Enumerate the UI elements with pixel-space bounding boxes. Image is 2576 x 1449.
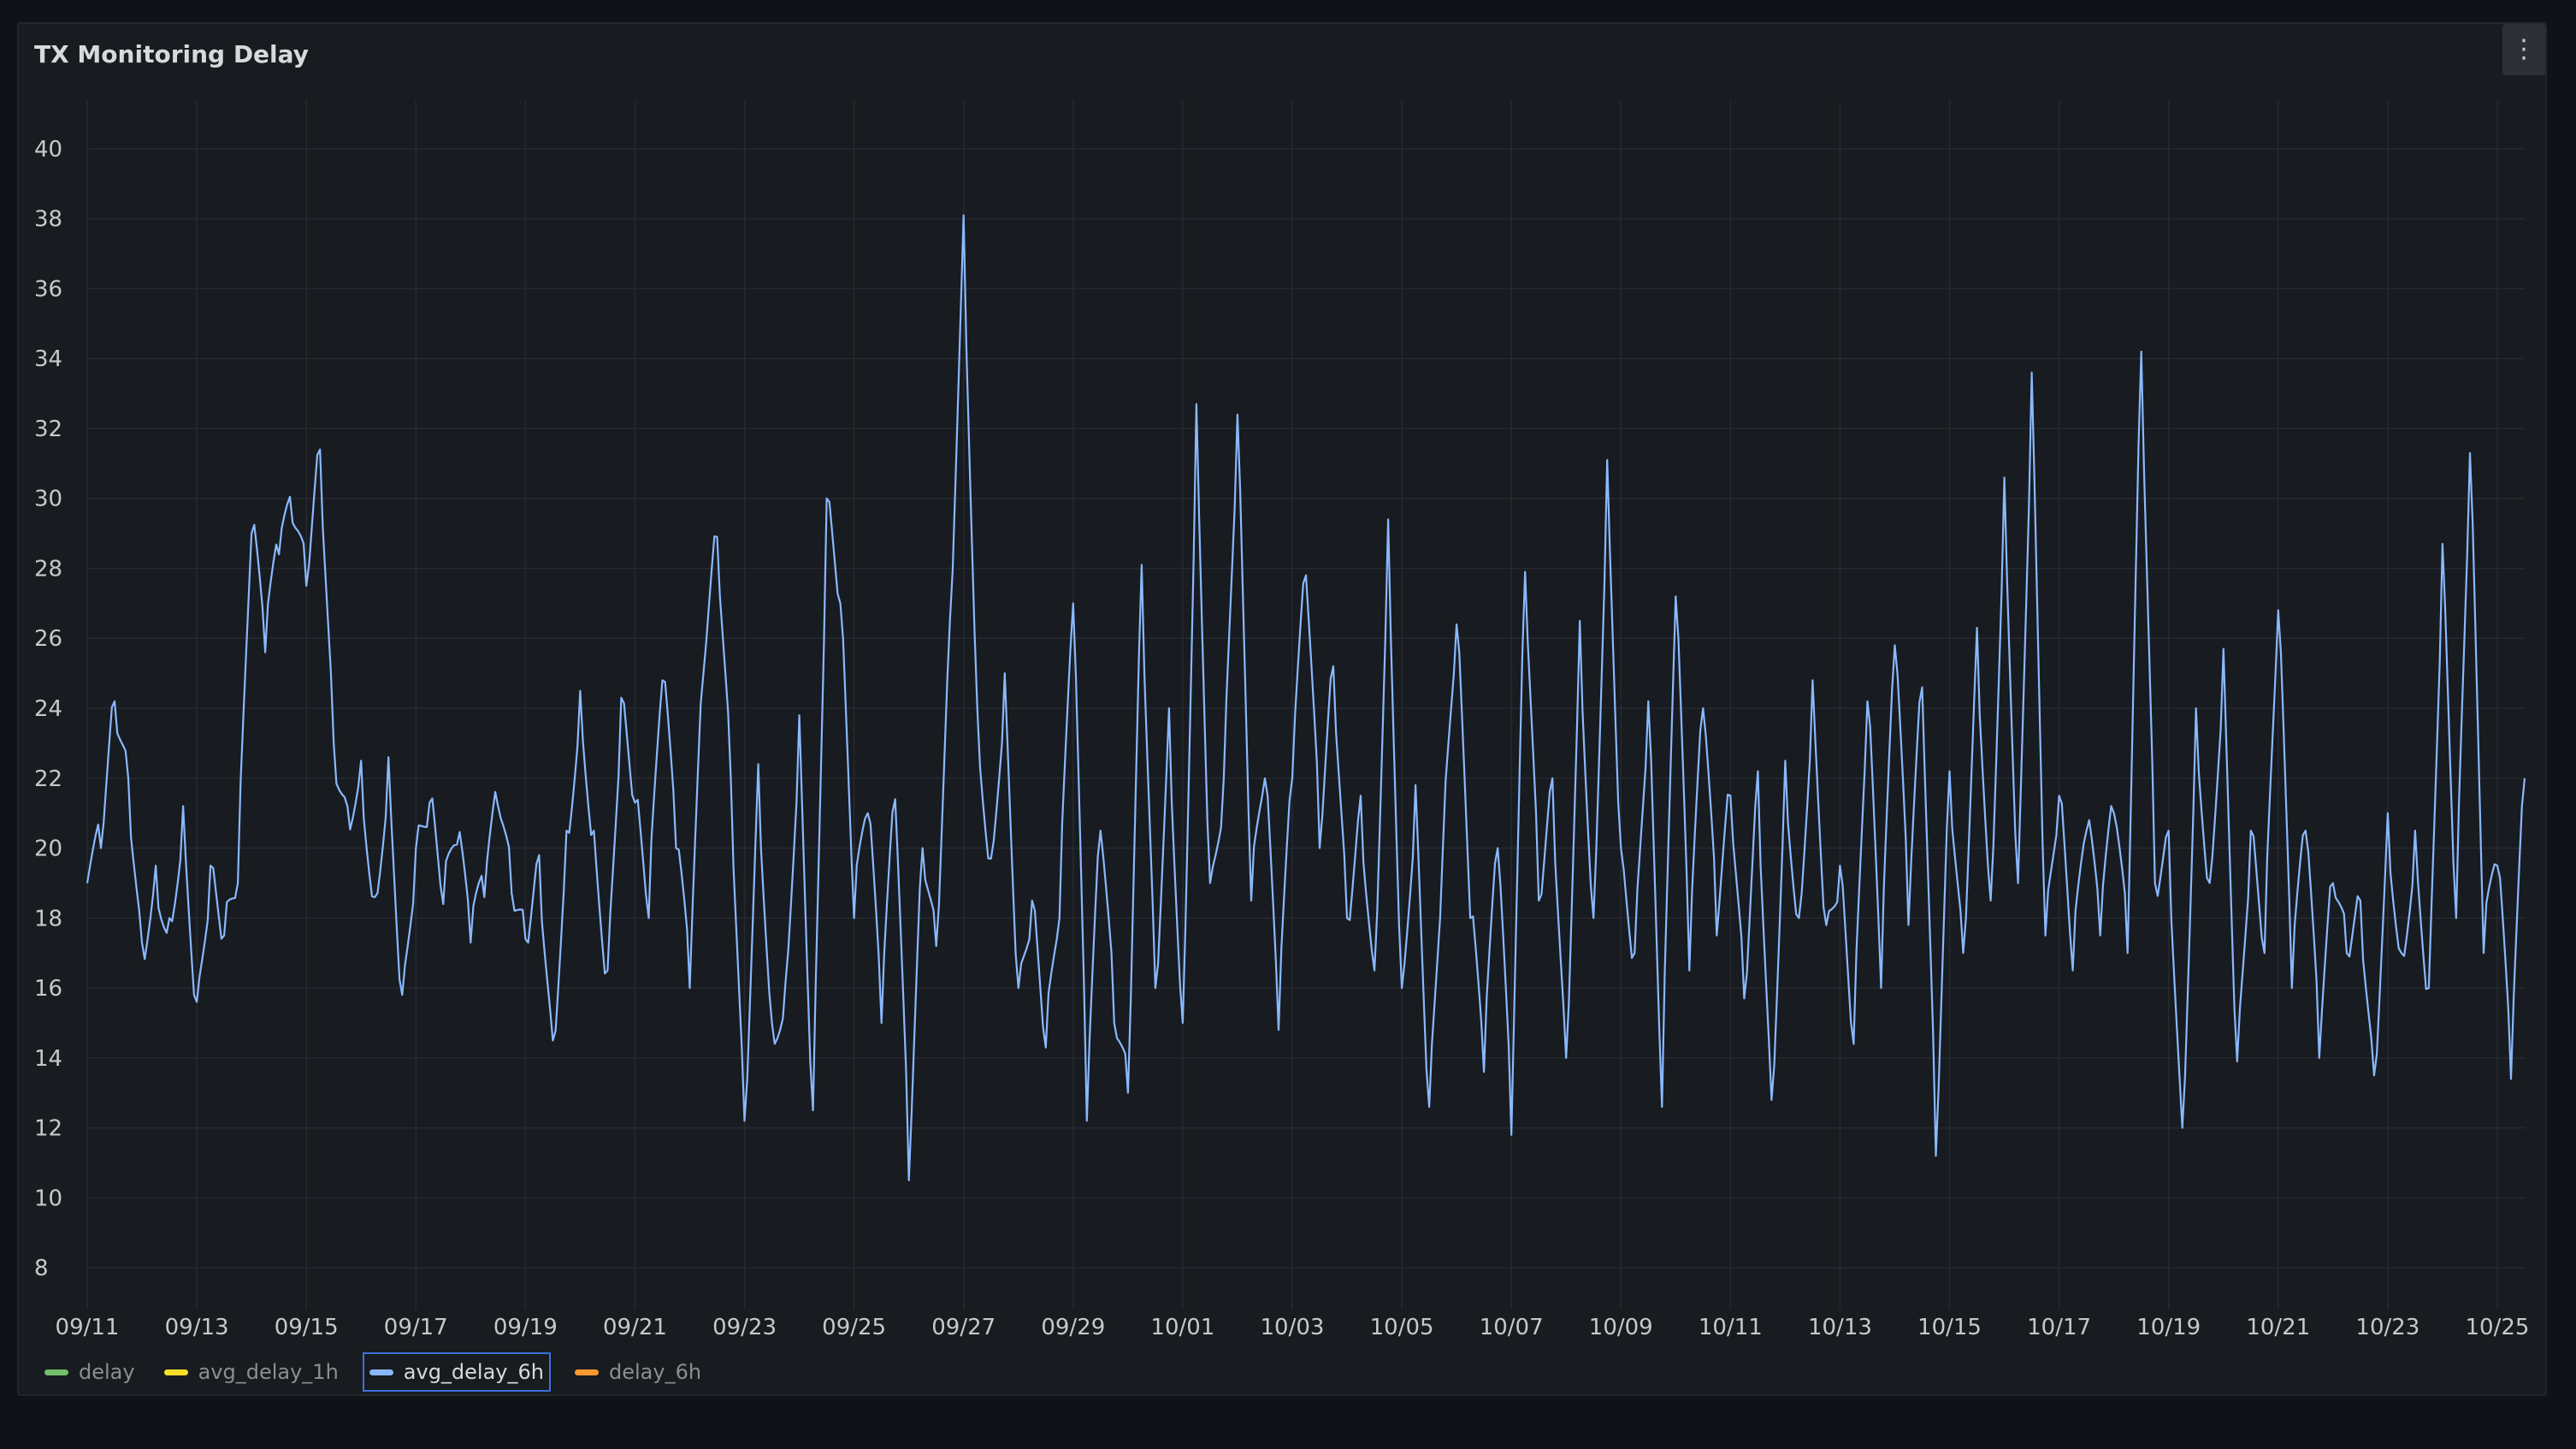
x-tick-label: 10/03 <box>1261 1315 1325 1340</box>
y-tick-label: 40 <box>34 137 62 163</box>
y-tick-label: 38 <box>34 207 62 233</box>
panel-title: TX Monitoring Delay <box>34 40 309 68</box>
legend-label: avg_delay_1h <box>198 1360 339 1384</box>
y-tick-label: 8 <box>34 1256 49 1281</box>
x-tick-label: 10/01 <box>1150 1315 1214 1340</box>
x-tick-label: 10/07 <box>1480 1315 1544 1340</box>
legend-label: avg_delay_6h <box>403 1360 544 1384</box>
legend-swatch <box>574 1369 599 1375</box>
legend-item-delay[interactable]: delay <box>39 1352 140 1392</box>
legend-swatch <box>44 1369 68 1375</box>
x-tick-label: 09/19 <box>493 1315 558 1340</box>
legend-swatch <box>163 1369 188 1375</box>
x-tick-label: 09/23 <box>712 1315 777 1340</box>
legend: delay avg_delay_1h avg_delay_6h delay_6h <box>39 1350 725 1394</box>
legend-label: delay_6h <box>608 1360 702 1384</box>
chart-panel: TX Monitoring Delay ⋮ 8 10 12 14 16 18 20 22 24 2… <box>17 22 2547 1396</box>
x-tick-label: 10/13 <box>1808 1315 1872 1340</box>
x-tick-label: 10/21 <box>2246 1315 2310 1340</box>
y-tick-label: 24 <box>34 696 62 722</box>
x-tick-label: 10/25 <box>2466 1315 2530 1340</box>
x-tick-label: 10/17 <box>2027 1315 2091 1340</box>
y-tick-label: 16 <box>34 976 62 1002</box>
y-tick-label: 10 <box>34 1186 62 1211</box>
y-tick-label: 20 <box>34 837 62 862</box>
panel-menu-button[interactable]: ⋮ <box>2502 24 2545 75</box>
x-tick-label: 09/29 <box>1041 1315 1105 1340</box>
x-tick-label: 10/15 <box>1917 1315 1982 1340</box>
y-tick-label: 34 <box>34 346 62 372</box>
y-tick-label: 28 <box>34 556 62 582</box>
legend-item-delay_6h[interactable]: delay_6h <box>570 1352 706 1392</box>
y-tick-label: 14 <box>34 1046 62 1072</box>
y-tick-label: 22 <box>34 766 62 792</box>
x-tick-label: 10/11 <box>1699 1315 1763 1340</box>
y-tick-label: 12 <box>34 1116 62 1142</box>
x-tick-label: 09/25 <box>822 1315 886 1340</box>
x-tick-label: 10/23 <box>2355 1315 2419 1340</box>
y-tick-label: 30 <box>34 487 62 512</box>
line-chart[interactable]: 8 10 12 14 16 18 20 22 24 26 28 30 32 34 36 38 40 09/11 09… <box>19 24 2545 1341</box>
x-tick-label: 10/05 <box>1370 1315 1434 1340</box>
x-tick-label: 09/21 <box>603 1315 667 1340</box>
legend-label: delay <box>79 1360 135 1384</box>
x-tick-label: 10/19 <box>2136 1315 2201 1340</box>
y-tick-label: 26 <box>34 626 62 652</box>
legend-item-avg_delay_6h[interactable]: avg_delay_6h <box>362 1352 551 1392</box>
series-line-avg_delay_6h[interactable] <box>86 214 2526 1181</box>
legend-swatch <box>369 1369 393 1375</box>
vertical-dots-icon: ⋮ <box>2511 34 2537 64</box>
x-tick-label: 09/27 <box>931 1315 996 1340</box>
x-tick-label: 09/13 <box>165 1315 229 1340</box>
y-tick-label: 32 <box>34 417 62 442</box>
y-tick-label: 18 <box>34 906 62 932</box>
x-tick-label: 10/09 <box>1589 1315 1653 1340</box>
x-tick-label: 09/11 <box>56 1315 120 1340</box>
legend-item-avg_delay_1h[interactable]: avg_delay_1h <box>159 1352 344 1392</box>
x-tick-label: 09/15 <box>275 1315 339 1340</box>
x-tick-label: 09/17 <box>384 1315 448 1340</box>
y-tick-label: 36 <box>34 276 62 302</box>
